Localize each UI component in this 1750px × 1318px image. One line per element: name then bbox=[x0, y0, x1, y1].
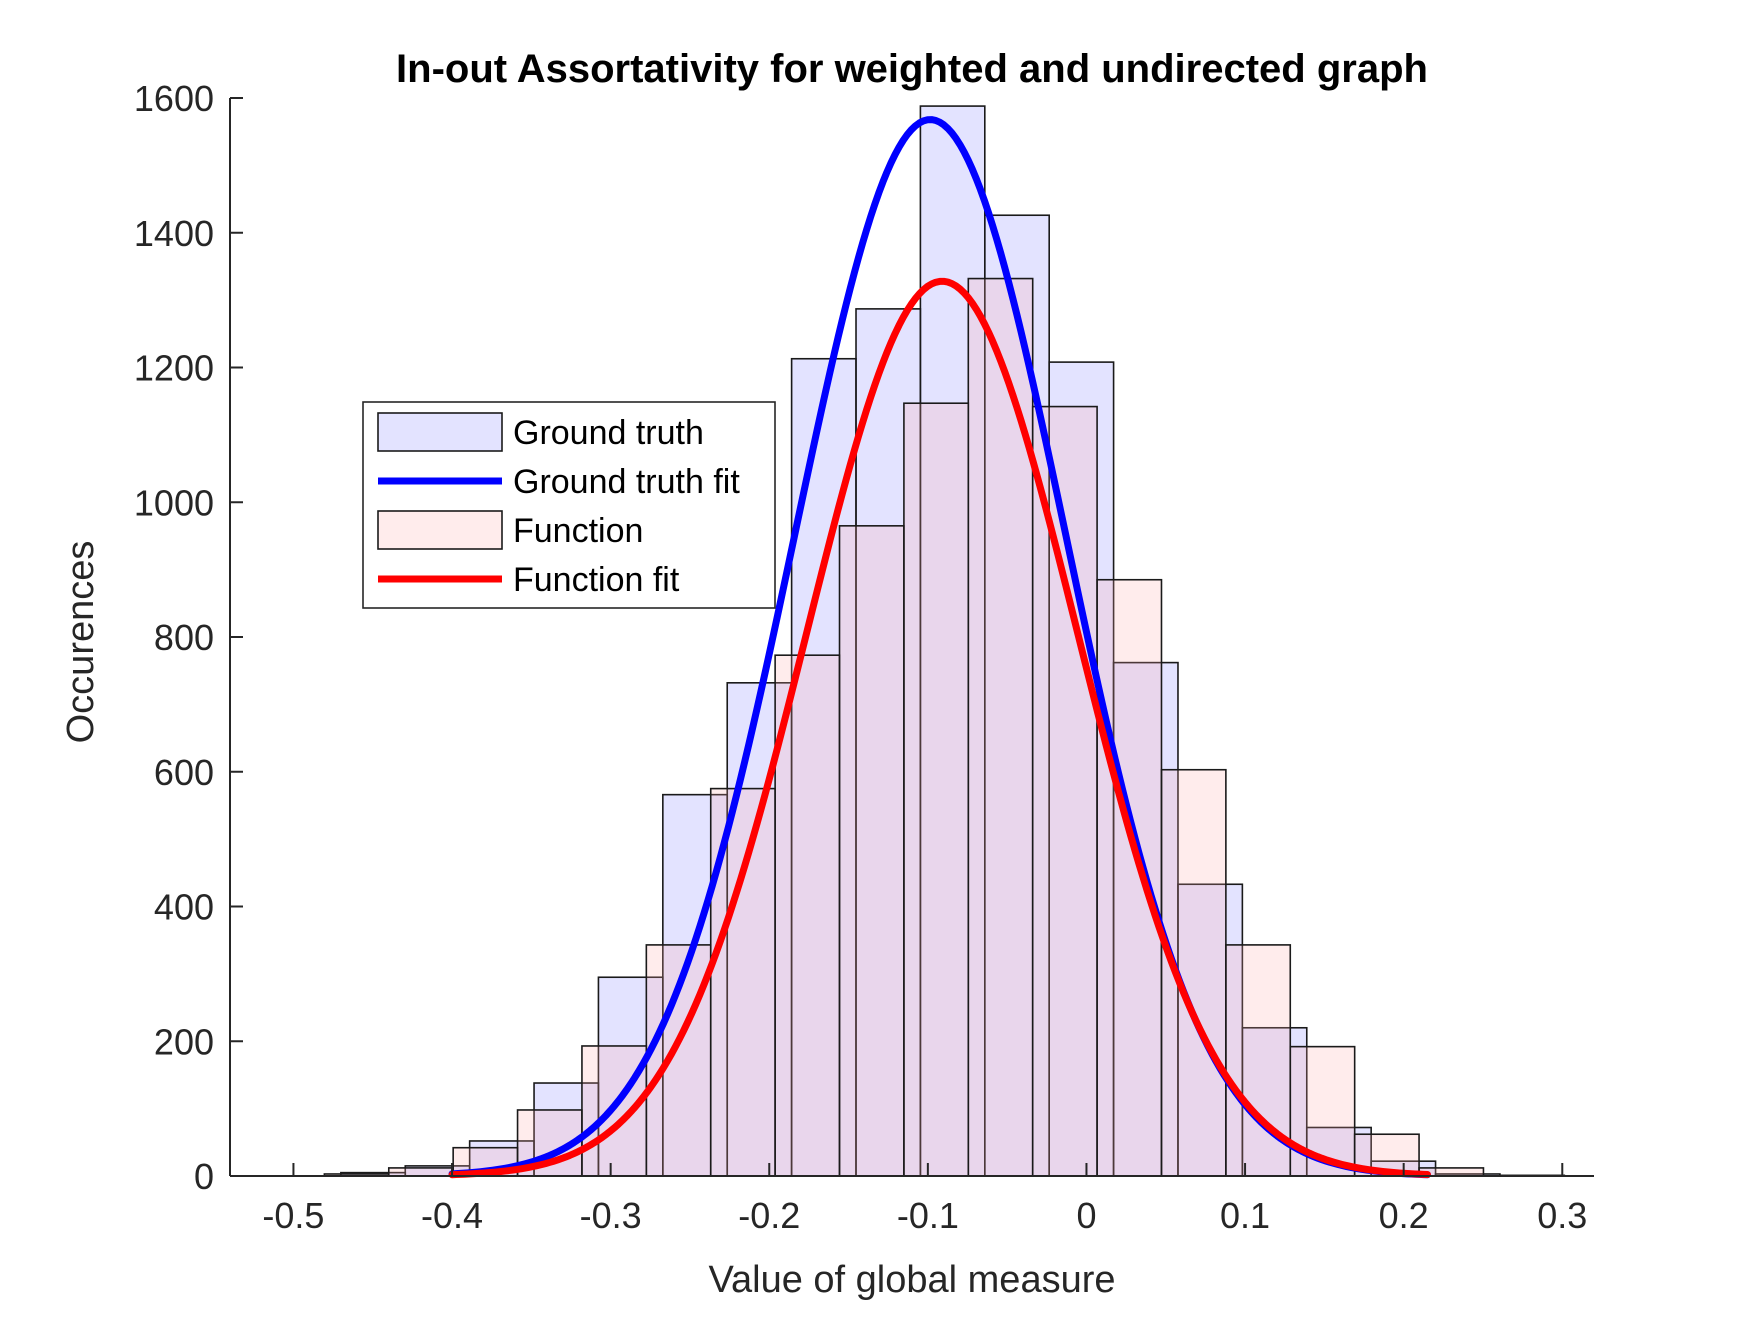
x-tick-label: 0.1 bbox=[1220, 1195, 1270, 1236]
histogram-bar-function bbox=[838, 525, 905, 1177]
y-axis-label: Occurences bbox=[60, 541, 102, 744]
legend-swatch-function bbox=[377, 510, 503, 550]
histogram-bar-function bbox=[1160, 768, 1227, 1177]
histogram-bar-ground-truth bbox=[983, 214, 1050, 1177]
histogram-bar-ground-truth bbox=[1112, 661, 1179, 1177]
legend-label-function: Function bbox=[513, 512, 643, 550]
y-tick-label: 1000 bbox=[134, 482, 214, 523]
y-tick-label: 1600 bbox=[134, 78, 214, 119]
x-tick-label: 0.3 bbox=[1537, 1195, 1587, 1236]
histogram-bar-function bbox=[967, 277, 1034, 1177]
y-tick-label: 800 bbox=[154, 617, 214, 658]
y-tick-label: 400 bbox=[154, 887, 214, 928]
axes: -0.5 -0.4 -0.3 -0.2 -0.1 0 0.1 0.2 0.3 0 200 400 600… bbox=[134, 78, 1594, 1236]
legend-label-ground-truth-fit: Ground truth fit bbox=[513, 463, 740, 501]
x-tick-label: -0.5 bbox=[262, 1195, 324, 1236]
chart-title: In-out Assortativity for weighted and un… bbox=[396, 47, 1428, 91]
function-fit-curve bbox=[448, 277, 1431, 1179]
legend-label-ground-truth: Ground truth bbox=[513, 414, 704, 452]
x-tick-label: -0.1 bbox=[897, 1195, 959, 1236]
histogram-bar-ground-truth bbox=[1177, 883, 1244, 1177]
histogram-bars bbox=[323, 105, 1566, 1177]
y-tick-label: 1400 bbox=[134, 213, 214, 254]
y-tick-label: 600 bbox=[154, 752, 214, 793]
histogram-bar-function bbox=[387, 1167, 454, 1177]
y-tick-label: 200 bbox=[154, 1021, 214, 1062]
x-axis-label: Value of global measure bbox=[709, 1259, 1116, 1301]
fit-curves bbox=[448, 116, 1431, 1179]
histogram-bar-function bbox=[774, 654, 841, 1177]
legend-label-function-fit: Function fit bbox=[513, 561, 680, 599]
y-tick-label: 1200 bbox=[134, 348, 214, 389]
legend-swatch-ground-truth bbox=[377, 412, 503, 452]
y-tick-label: 0 bbox=[194, 1156, 214, 1197]
legend: Ground truth Ground truth fit Function Func… bbox=[362, 401, 776, 609]
x-tick-label: 0 bbox=[1076, 1195, 1096, 1236]
histogram-bar-function bbox=[1096, 578, 1163, 1177]
legend-box bbox=[362, 401, 776, 609]
histogram-bar-ground-truth bbox=[597, 976, 664, 1177]
x-tick-label: -0.4 bbox=[421, 1195, 483, 1236]
x-tick-label: 0.2 bbox=[1379, 1195, 1429, 1236]
histogram-bar-function bbox=[903, 402, 970, 1177]
x-tick-label: -0.2 bbox=[738, 1195, 800, 1236]
x-tick-label: -0.3 bbox=[580, 1195, 642, 1236]
